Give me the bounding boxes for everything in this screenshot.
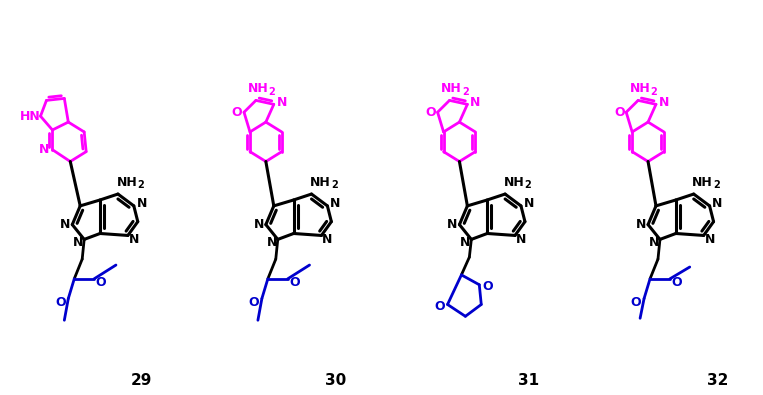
Text: 30: 30 xyxy=(325,373,346,388)
Text: O: O xyxy=(434,300,445,313)
Text: O: O xyxy=(425,106,436,119)
Text: N: N xyxy=(276,96,287,109)
Text: N: N xyxy=(704,233,715,246)
Text: 2: 2 xyxy=(462,87,468,96)
Text: NH: NH xyxy=(247,82,269,95)
Text: 2: 2 xyxy=(524,180,531,190)
Text: N: N xyxy=(460,236,471,249)
Text: O: O xyxy=(289,276,300,289)
Text: N: N xyxy=(322,233,333,246)
Text: 2: 2 xyxy=(269,87,275,96)
Text: O: O xyxy=(95,276,106,289)
Text: N: N xyxy=(658,96,669,109)
Text: NH: NH xyxy=(310,176,331,189)
Text: O: O xyxy=(671,276,682,289)
Text: 2: 2 xyxy=(651,87,658,96)
Text: 2: 2 xyxy=(331,180,338,190)
Text: NH: NH xyxy=(504,176,524,189)
Text: 29: 29 xyxy=(131,373,153,388)
Text: HN: HN xyxy=(20,110,41,123)
Text: O: O xyxy=(232,106,243,119)
Text: N: N xyxy=(137,198,147,211)
Text: N: N xyxy=(266,236,277,249)
Text: N: N xyxy=(447,218,458,231)
Text: N: N xyxy=(39,143,50,156)
Text: N: N xyxy=(60,218,70,231)
Text: 31: 31 xyxy=(518,373,539,388)
Text: N: N xyxy=(129,233,139,246)
Text: N: N xyxy=(330,198,340,211)
Text: O: O xyxy=(482,280,493,293)
Text: O: O xyxy=(631,296,642,309)
Text: N: N xyxy=(254,218,264,231)
Text: NH: NH xyxy=(692,176,713,189)
Text: 2: 2 xyxy=(137,180,144,190)
Text: 32: 32 xyxy=(707,373,728,388)
Text: O: O xyxy=(55,296,66,309)
Text: N: N xyxy=(713,198,723,211)
Text: NH: NH xyxy=(629,82,651,95)
Text: O: O xyxy=(614,106,625,119)
Text: N: N xyxy=(516,233,526,246)
Text: N: N xyxy=(470,96,481,109)
Text: O: O xyxy=(249,296,259,309)
Text: 2: 2 xyxy=(713,180,720,190)
Text: NH: NH xyxy=(441,82,462,95)
Text: NH: NH xyxy=(117,176,137,189)
Text: N: N xyxy=(73,236,83,249)
Text: N: N xyxy=(523,198,534,211)
Text: N: N xyxy=(649,236,659,249)
Text: N: N xyxy=(636,218,646,231)
